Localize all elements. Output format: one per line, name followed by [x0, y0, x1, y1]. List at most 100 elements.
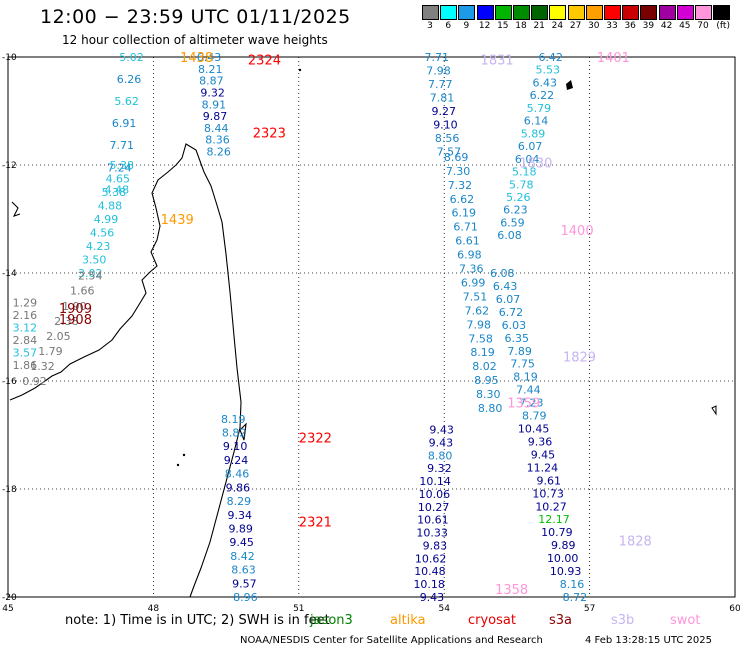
wave-height-value: 6.23	[503, 204, 528, 217]
wave-height-value: 6.03	[502, 319, 527, 332]
wave-height-value: 8.44	[204, 122, 229, 135]
lat-tick-label: -12	[2, 161, 17, 171]
wave-height-value: 6.72	[499, 306, 524, 319]
legend-swatch	[713, 5, 731, 20]
legend-sat-jason3: jason3	[310, 613, 353, 628]
wave-height-value: 8.19	[513, 371, 538, 384]
legend-swatch	[494, 5, 512, 20]
wave-height-value: 4.48	[105, 183, 130, 196]
wave-height-value: 10.61	[417, 514, 449, 527]
wave-height-value: 9.27	[431, 105, 456, 118]
wave-height-value: 7.44	[516, 384, 541, 397]
wave-height-value: 5.53	[536, 64, 561, 77]
wave-height-value: 8.80	[478, 402, 503, 415]
legend-label: (ft)	[716, 21, 730, 31]
wave-height-value: 0.92	[22, 375, 47, 388]
wave-height-value: 7.75	[510, 358, 535, 371]
wave-height-value: 11.24	[527, 461, 559, 474]
wave-height-value: 9.32	[200, 86, 225, 99]
pass-time-label: 2321	[299, 515, 332, 530]
wave-height-value: 8.19	[221, 413, 246, 426]
wave-height-value: 8.21	[198, 63, 223, 76]
wave-height-value: 6.61	[455, 235, 480, 248]
islet	[298, 68, 302, 72]
wave-height-value: 2.54	[78, 270, 103, 283]
wave-height-value: 6.22	[530, 89, 555, 102]
wave-height-value: 7.23	[519, 397, 544, 410]
wave-height-value: 6.04	[515, 153, 540, 166]
wave-height-value: 9.45	[531, 448, 556, 461]
wave-height-value: 10.45	[518, 423, 550, 436]
wave-height-value: 6.43	[493, 280, 518, 293]
wave-height-value: 6.99	[461, 276, 486, 289]
wave-height-value: 7.57	[437, 146, 462, 159]
pass-time-label: 2322	[299, 432, 332, 447]
wave-height-value: 10.18	[413, 578, 445, 591]
lon-tick-label: 45	[2, 604, 13, 614]
wave-height-value: 5.38	[102, 186, 127, 199]
wave-height-value: 9.89	[551, 539, 576, 552]
legend-swatch	[458, 5, 476, 20]
pass-time-label: 1831	[481, 54, 514, 69]
pass-time-label: 1439	[161, 213, 194, 228]
wave-height-value: 8.02	[472, 360, 497, 373]
wave-height-value: 5.18	[512, 166, 537, 179]
legend-swatch	[658, 5, 676, 20]
wave-height-value: 7.32	[448, 179, 473, 192]
wave-height-value: 6.26	[117, 73, 142, 86]
legend-sat-altika: altika	[390, 613, 426, 628]
wave-height-value: 9.24	[224, 454, 249, 467]
wave-height-value: 5.26	[506, 191, 531, 204]
legend-swatch	[440, 5, 458, 20]
wave-height-value: 7.36	[459, 263, 484, 276]
wave-height-value: 1.32	[30, 360, 55, 373]
legend-swatch	[622, 5, 640, 20]
wave-height-value: 9.36	[528, 435, 553, 448]
legend-label: 33	[606, 21, 618, 31]
legend-label: 6	[445, 21, 452, 31]
coastline-ile-sainte-marie	[239, 422, 247, 441]
legend-label: 45	[679, 21, 691, 31]
wave-height-value: 6.98	[457, 249, 482, 262]
wave-height-value: 6.19	[451, 207, 476, 220]
wave-height-value: 9.83	[423, 539, 448, 552]
pass-time-label: 1909	[59, 302, 92, 317]
wave-height-value: 4.88	[98, 200, 123, 213]
wave-height-value: 4.65	[106, 173, 131, 186]
legend-swatch	[531, 5, 549, 20]
legend-label: 9	[463, 21, 470, 31]
wave-height-value: 7.30	[446, 165, 471, 178]
wave-height-value: 9.10	[223, 440, 248, 453]
coastline-mainland	[11, 201, 21, 217]
wave-height-value: 9.43	[420, 591, 445, 604]
pass-time-label: 1401	[597, 51, 630, 66]
wave-height-value: 7.71	[425, 51, 450, 64]
wave-height-value: 8.19	[470, 346, 495, 359]
lon-tick-label: 57	[584, 604, 595, 614]
legend-label: 24	[551, 21, 564, 31]
wave-height-value: 8.80	[428, 449, 453, 462]
legend-swatch	[549, 5, 567, 20]
wave-height-value: 3.57	[13, 346, 38, 359]
pass-time-label: 2324	[248, 54, 281, 69]
legend-swatch	[676, 5, 694, 20]
wave-height-value: 9.45	[229, 536, 254, 549]
wave-height-value: 6.43	[197, 51, 222, 64]
pass-time-label: 1828	[619, 534, 652, 549]
lon-tick-label: 54	[438, 604, 450, 614]
wave-height-value: 7.58	[468, 332, 493, 345]
wave-height-value: 1.66	[70, 285, 95, 298]
wave-height-value: 12.17	[538, 513, 570, 526]
wave-height-value: 10.00	[547, 552, 579, 565]
wave-height-value: 5.62	[114, 95, 139, 108]
legend-sat-s3b: s3b	[611, 613, 635, 628]
legend-swatch	[585, 5, 603, 20]
wave-height-value: 1.29	[13, 297, 38, 310]
lon-tick-label: 60	[729, 604, 740, 614]
pass-time-label: 2323	[253, 127, 286, 142]
map-subtitle: 12 hour collection of altimeter wave hei…	[62, 33, 328, 47]
wave-height-value: 9.89	[228, 522, 253, 535]
pass-time-label: 1908	[59, 313, 92, 328]
wave-height-value: 10.27	[535, 500, 567, 513]
wave-height-value: 7.62	[465, 304, 490, 317]
